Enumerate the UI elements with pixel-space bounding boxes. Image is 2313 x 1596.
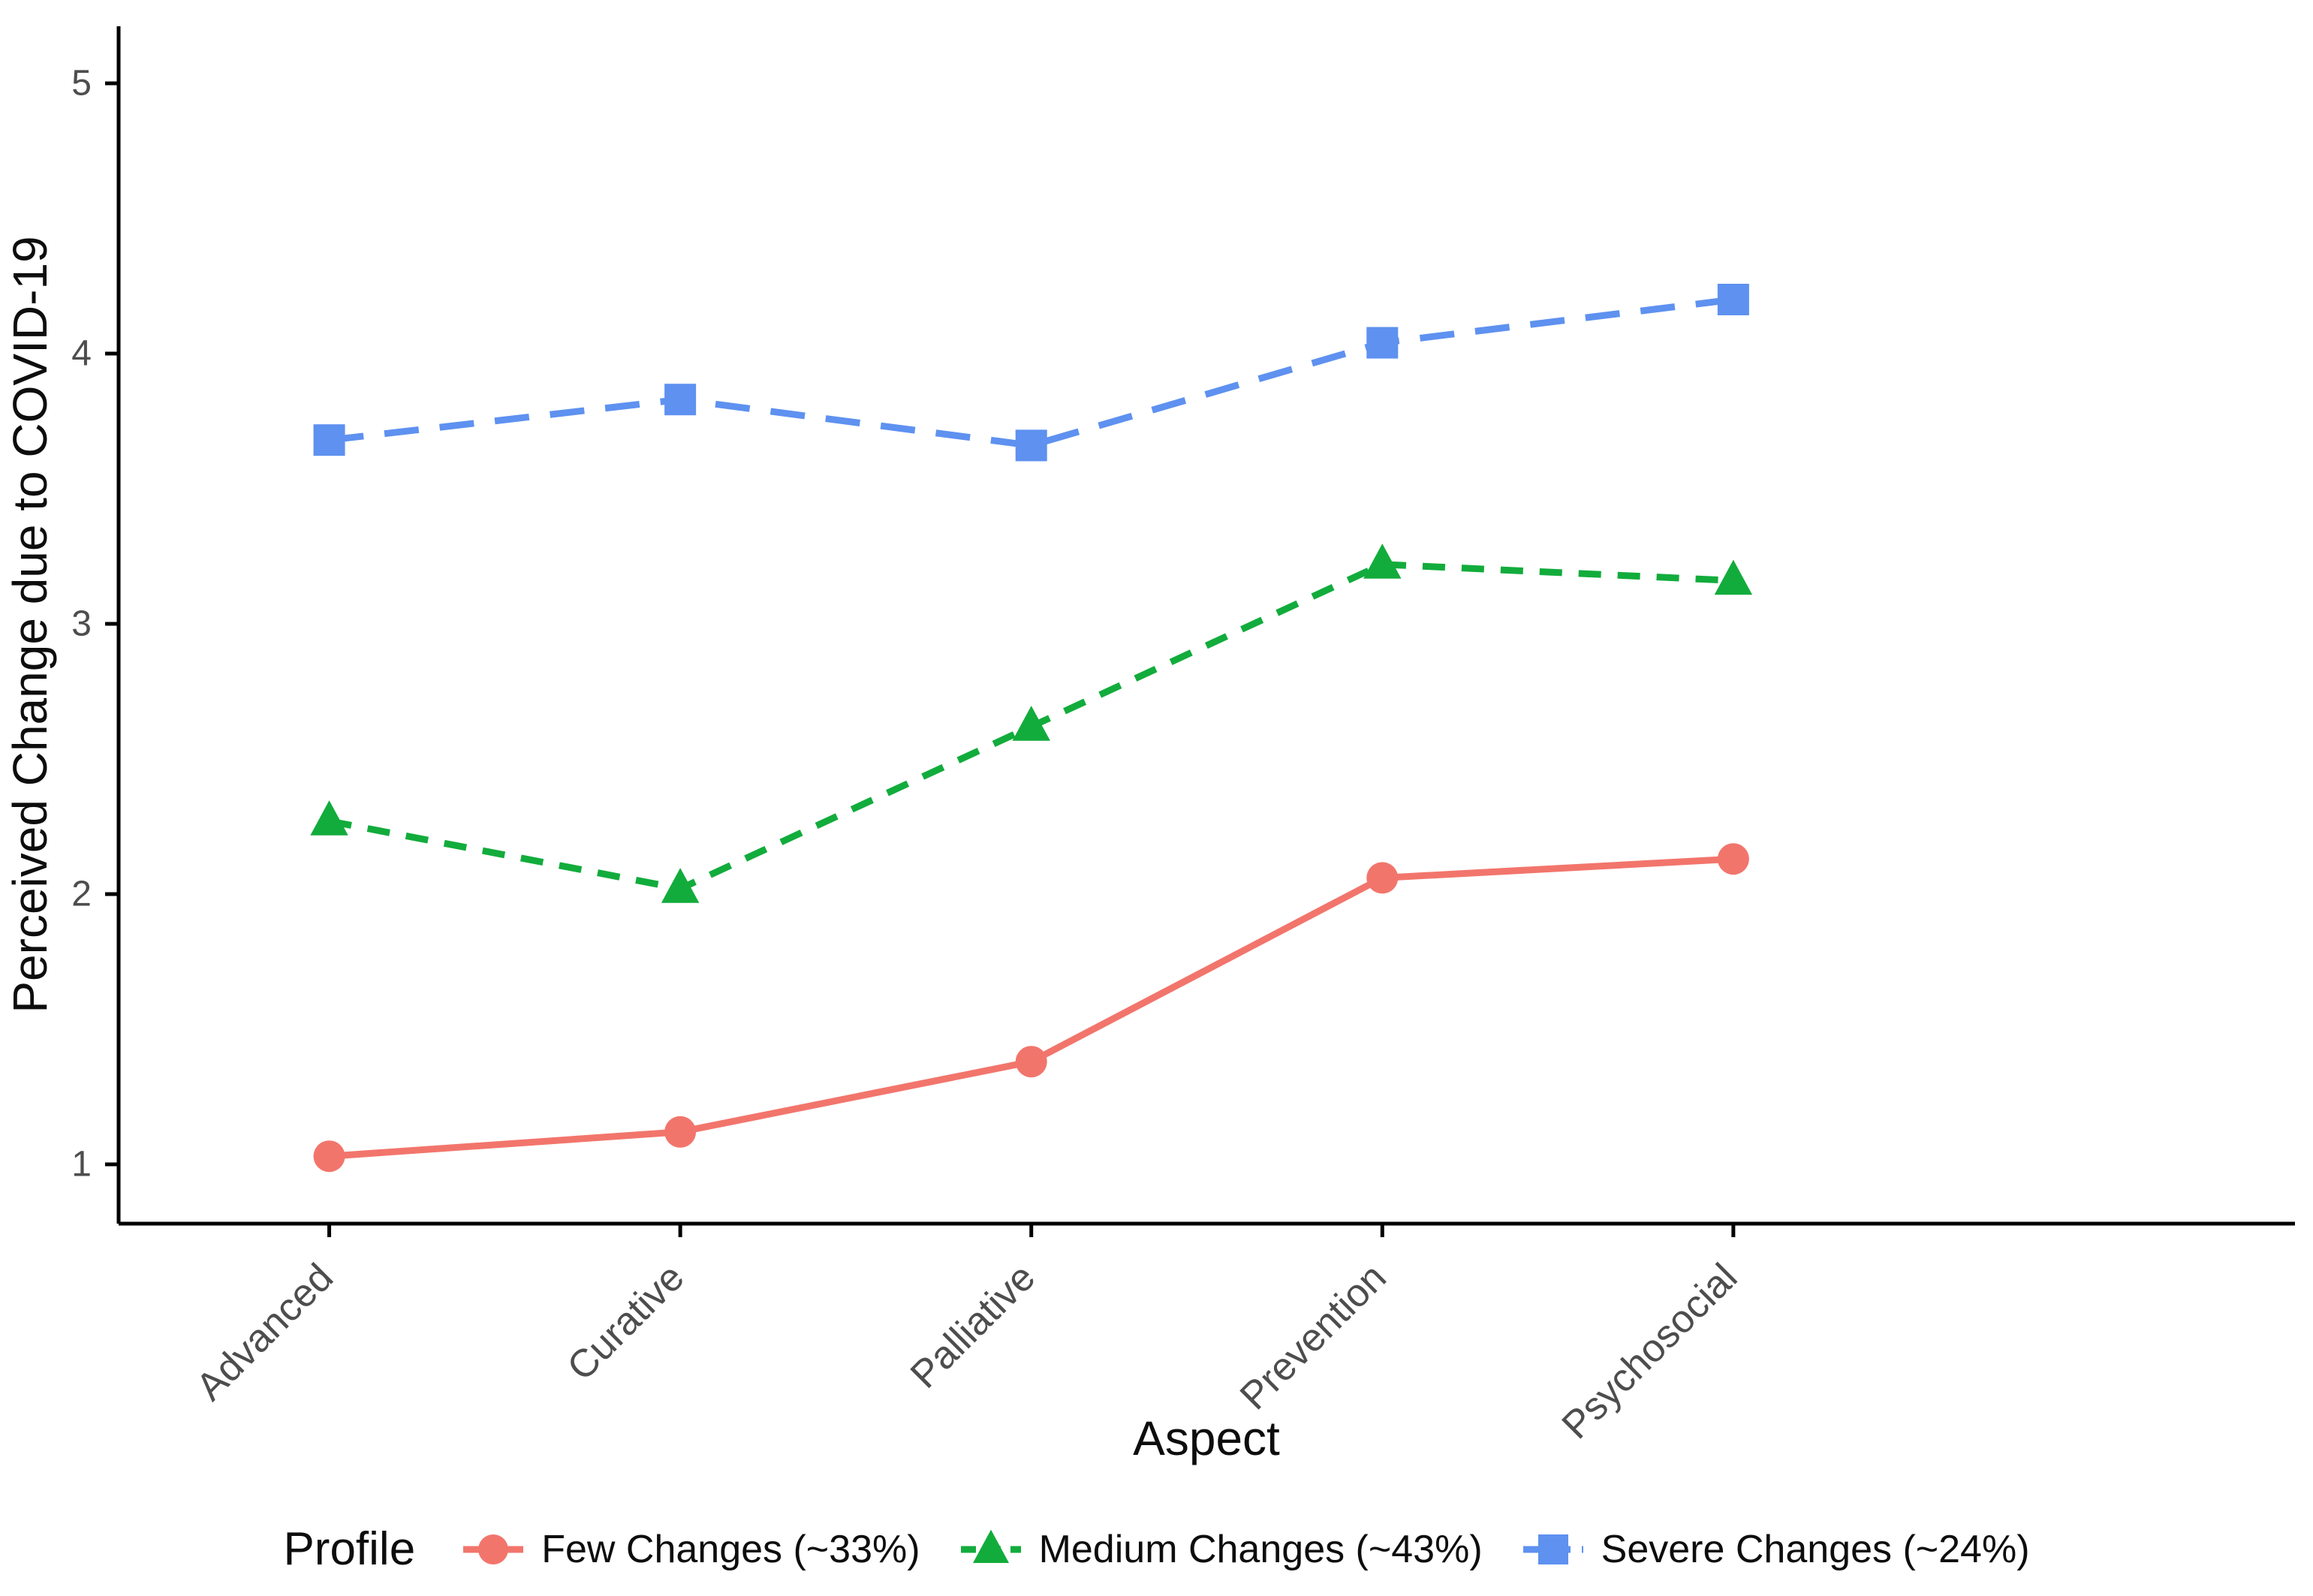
y-tick-label: 5 [71, 64, 92, 104]
legend-item: Severe Changes (~24%) [1522, 1527, 2030, 1572]
x-tick-label: Psychosocial [1554, 1255, 1746, 1447]
legend-label: Severe Changes (~24%) [1601, 1527, 2030, 1571]
data-point-square [664, 384, 697, 416]
y-tick-label: 3 [71, 604, 92, 644]
data-point-circle [1366, 862, 1399, 894]
plot-area: Perceived Change due to COVID-19 Aspect … [3, 26, 2295, 1465]
y-tick-label: 4 [71, 334, 92, 374]
data-point-circle [1717, 843, 1749, 875]
legend-key-square-icon [1522, 1534, 1583, 1564]
data-point-square [1366, 327, 1399, 359]
data-point-triangle [310, 800, 348, 836]
legend-label: Medium Changes (~43%) [1038, 1527, 1483, 1571]
y-axis-title: Perceived Change due to COVID-19 [3, 236, 57, 1013]
data-point-triangle [661, 868, 700, 903]
x-tick-label: Curative [559, 1255, 693, 1389]
legend-item: Few Changes (~33%) [462, 1527, 920, 1572]
legend-key-marker [972, 1529, 1009, 1563]
legend-key-circle-icon [463, 1534, 524, 1564]
series-line-circle [329, 855, 1734, 1160]
data-point-circle [664, 1116, 697, 1148]
x-tick-label: Prevention [1232, 1255, 1395, 1418]
legend-key-marker [1537, 1534, 1568, 1564]
data-point-square [1717, 284, 1749, 315]
data-point-triangle [1363, 544, 1402, 579]
data-point-circle [1015, 1046, 1047, 1078]
x-axis-title: Aspect [1133, 1411, 1280, 1465]
legend-item: Medium Changes (~43%) [959, 1527, 1483, 1572]
legend-label: Few Changes (~33%) [541, 1527, 920, 1571]
legend-key-triangle-icon [960, 1529, 1021, 1563]
legend-title: Profile [283, 1523, 416, 1575]
data-point-triangle [1714, 559, 1753, 595]
data-point-circle [313, 1140, 345, 1173]
x-tick-label: Palliative [902, 1255, 1044, 1396]
legend: Profile Few Changes (~33%) Medium Changes… [0, 1522, 2313, 1576]
x-tick-label: Advanced [188, 1255, 342, 1409]
data-point-square [1015, 429, 1047, 462]
y-tick-label: 2 [71, 875, 92, 914]
data-point-triangle [1012, 706, 1050, 741]
legend-key-marker [478, 1534, 509, 1564]
series-line-square [329, 296, 1734, 449]
data-point-square [313, 424, 345, 456]
y-tick-label: 1 [71, 1145, 92, 1185]
